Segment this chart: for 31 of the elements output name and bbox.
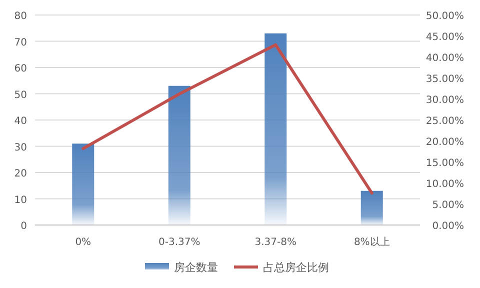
y2-tick-label: 40.00%: [426, 53, 464, 64]
y-tick-label: 40: [14, 116, 27, 127]
x-tick-label: 3.37-8%: [254, 237, 296, 248]
y-tick-label: 80: [14, 11, 27, 22]
y2-tick-label: 20.00%: [426, 137, 464, 148]
legend-label: 占总房企比例: [263, 261, 329, 274]
bar: [360, 190, 383, 225]
y2-tick-label: 10.00%: [426, 179, 464, 190]
x-tick-label: 8%以上: [354, 236, 390, 248]
y2-tick-label: 50.00%: [426, 11, 464, 22]
y2-tick-label: 35.00%: [426, 74, 464, 85]
y2-tick-label: 25.00%: [426, 116, 464, 127]
y-tick-label: 30: [14, 142, 27, 154]
y-tick-label: 50: [14, 90, 27, 101]
y2-tick-label: 30.00%: [426, 95, 464, 106]
y-tick-label: 20: [14, 168, 27, 180]
y2-tick-label: 15.00%: [426, 158, 464, 169]
y-tick-label: 60: [14, 64, 27, 74]
line-series: [82, 43, 374, 195]
x-tick-label: 0%: [75, 237, 92, 248]
y-tick-label: 10: [14, 194, 27, 206]
bar: [168, 86, 190, 225]
bar: [72, 144, 94, 225]
y-tick-label: 0: [20, 221, 27, 232]
y2-tick-label: 45.00%: [426, 32, 464, 43]
y2-tick-label: 0.00%: [432, 221, 464, 232]
y-tick-label: 70: [14, 37, 27, 48]
x-tick-label: 0-3.37%: [158, 237, 200, 248]
y2-tick-label: 5.00%: [432, 200, 464, 211]
legend-label: 房企数量: [174, 261, 218, 274]
bar: [264, 33, 287, 225]
